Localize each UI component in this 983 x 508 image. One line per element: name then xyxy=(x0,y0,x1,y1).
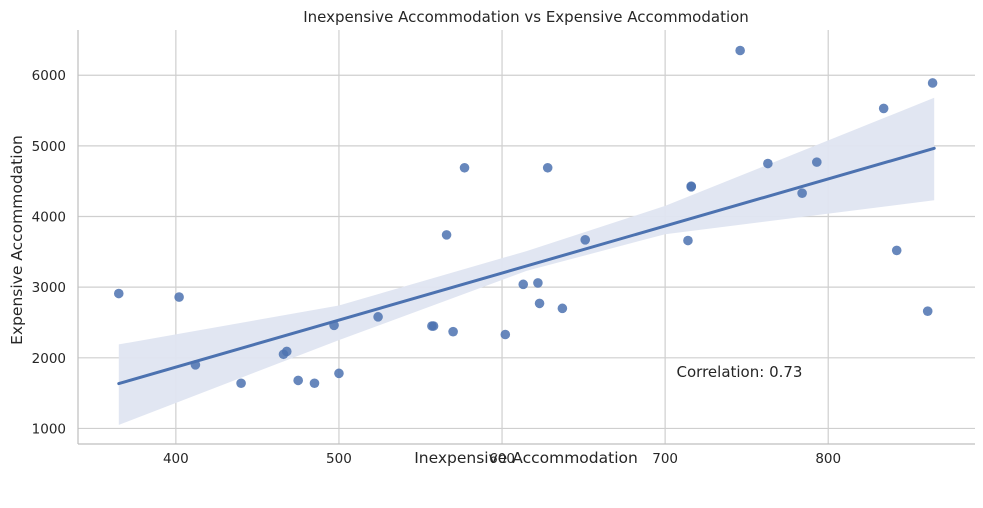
data-point xyxy=(763,158,773,169)
data-point xyxy=(735,45,745,56)
data-point xyxy=(683,235,693,246)
data-point xyxy=(373,312,383,322)
regression-line xyxy=(117,146,936,386)
y-tick-label: 1000 xyxy=(32,421,66,437)
data-point xyxy=(580,235,591,245)
x-axis-label: Inexpensive Accommodation xyxy=(414,449,638,467)
data-points xyxy=(113,45,938,389)
data-point xyxy=(534,298,545,309)
data-point xyxy=(441,230,452,240)
data-point xyxy=(686,181,697,191)
x-tick-labels: 400 500 600 700 800 xyxy=(163,451,841,467)
data-point xyxy=(533,278,543,288)
data-point xyxy=(293,375,303,386)
x-tick-label: 400 xyxy=(163,451,189,467)
data-point xyxy=(797,188,807,198)
data-point xyxy=(428,321,439,331)
data-point xyxy=(113,288,124,299)
data-point xyxy=(922,306,933,316)
x-tick-label: 600 xyxy=(489,451,515,467)
data-point xyxy=(448,326,458,337)
axes xyxy=(77,30,975,445)
y-tick-label: 5000 xyxy=(32,139,66,155)
y-tick-label: 2000 xyxy=(32,351,66,367)
data-point xyxy=(281,346,292,357)
data-point xyxy=(174,292,184,302)
data-point xyxy=(542,162,553,173)
x-tick-label: 500 xyxy=(326,451,352,467)
data-point xyxy=(557,303,568,314)
data-point xyxy=(334,368,344,379)
regression-line-group xyxy=(117,146,936,386)
x-tick-label: 800 xyxy=(815,451,841,467)
data-point xyxy=(309,378,320,389)
chart-title: Inexpensive Accommodation vs Expensive A… xyxy=(303,8,749,26)
y-tick-label: 3000 xyxy=(32,280,66,296)
x-tick-label: 700 xyxy=(652,451,678,467)
data-point xyxy=(878,103,889,114)
confidence-band xyxy=(118,97,935,425)
y-tick-label: 4000 xyxy=(32,210,66,226)
confidence-interval-band xyxy=(118,97,935,425)
data-point xyxy=(927,78,938,88)
y-tick-label: 6000 xyxy=(32,68,66,84)
data-point xyxy=(459,162,470,173)
y-tick-labels: 1000 2000 3000 4000 5000 6000 xyxy=(32,68,66,437)
data-point xyxy=(236,378,246,389)
data-point xyxy=(329,320,339,331)
data-point xyxy=(190,360,201,370)
data-point xyxy=(500,329,511,340)
correlation-annotation: Correlation: 0.73 xyxy=(677,363,803,381)
data-point xyxy=(812,157,822,167)
data-point xyxy=(891,245,902,256)
data-point xyxy=(518,279,529,290)
y-axis-label: Expensive Accommodation xyxy=(8,135,26,345)
